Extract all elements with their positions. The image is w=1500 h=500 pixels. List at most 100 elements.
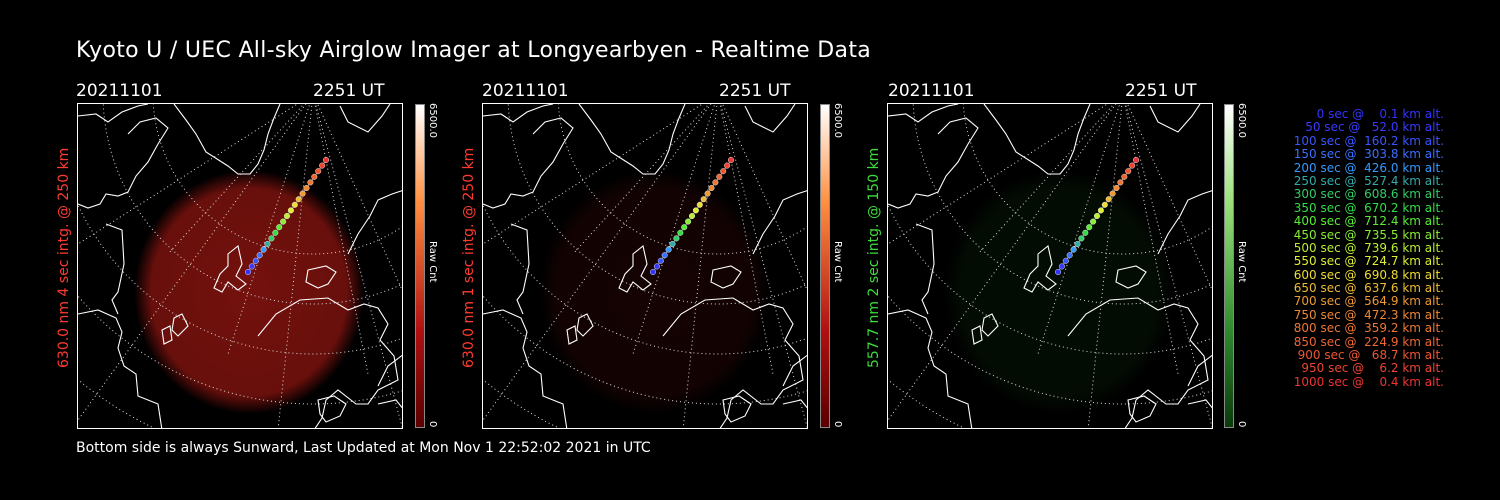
trajectory-point — [244, 268, 251, 275]
panel-2-image — [482, 103, 808, 429]
panel-1-ylabel: 630.0 nm 4 sec intg. @ 250 km — [56, 147, 72, 368]
trajectory-point — [727, 157, 734, 164]
panel-1-colorbar — [415, 104, 425, 428]
trajectory-point — [1109, 190, 1116, 197]
panel-3-ylabel: 557.7 nm 2 sec intg. @ 150 km — [866, 147, 882, 368]
lat-lon-grid — [483, 104, 807, 428]
trajectory — [1054, 157, 1139, 275]
trajectory-point — [280, 218, 287, 225]
trajectory-point — [1054, 268, 1061, 275]
trajectory-point — [268, 235, 275, 242]
trajectory-point — [685, 218, 692, 225]
panel-2-time: 2251 UT — [719, 81, 791, 101]
trajectory-point — [724, 162, 731, 169]
panel-3-colorbar — [1224, 104, 1234, 428]
lat-lon-grid — [78, 104, 402, 428]
legend-item: 250 sec @ 527.4 km alt. — [1289, 173, 1444, 188]
trajectory-point — [276, 224, 283, 231]
trajectory-legend: 0 sec @ 0.1 km alt. 50 sec @ 52.0 km alt… — [1264, 107, 1444, 389]
trajectory-point — [248, 263, 255, 270]
legend-item: 750 sec @ 472.3 km alt. — [1289, 307, 1444, 322]
trajectory-point — [716, 173, 723, 180]
trajectory-point — [1062, 257, 1069, 264]
legend-item: 400 sec @ 712.4 km alt. — [1289, 214, 1444, 229]
legend-item: 450 sec @ 735.5 km alt. — [1289, 227, 1444, 242]
trajectory-point — [692, 207, 699, 214]
airglow-image — [944, 170, 1174, 414]
panel-1-date: 20211101 — [76, 81, 163, 101]
legend-item: 800 sec @ 359.2 km alt. — [1289, 321, 1444, 336]
panel-2-ylabel: 630.0 nm 1 sec intg. @ 250 km — [461, 147, 477, 368]
trajectory-point — [256, 252, 263, 259]
legend-item: 500 sec @ 739.6 km alt. — [1289, 240, 1444, 255]
panel-3-cbar-label: Raw Cnt — [1236, 241, 1247, 283]
lat-lon-grid — [888, 104, 1212, 428]
trajectory-point — [1086, 224, 1093, 231]
legend-item: 550 sec @ 724.7 km alt. — [1289, 254, 1444, 269]
trajectory-point — [1113, 184, 1120, 191]
panel-2-date: 20211101 — [482, 81, 569, 101]
trajectory-point — [673, 235, 680, 242]
trajectory-point — [252, 257, 259, 264]
trajectory-point — [283, 212, 290, 219]
trajectory-point — [295, 196, 302, 203]
trajectory-point — [653, 263, 660, 270]
panel-1-cbar-label: Raw Cnt — [427, 241, 438, 283]
trajectory-point — [287, 207, 294, 214]
legend-item: 600 sec @ 690.8 km alt. — [1289, 267, 1444, 282]
trajectory-point — [649, 268, 656, 275]
trajectory-point — [1082, 229, 1089, 236]
trajectory-point — [1090, 218, 1097, 225]
trajectory-point — [319, 162, 326, 169]
trajectory-point — [1121, 173, 1128, 180]
panel-3-time: 2251 UT — [1125, 81, 1197, 101]
trajectory-point — [657, 257, 664, 264]
trajectory-point — [1074, 240, 1081, 247]
trajectory-point — [1129, 162, 1136, 169]
panel-2-cbar-label: Raw Cnt — [832, 241, 843, 283]
legend-item: 300 sec @ 608.6 km alt. — [1289, 187, 1444, 202]
legend-item: 0 sec @ 0.1 km alt. — [1305, 107, 1444, 121]
panel-2-cbar-min: 0 — [832, 421, 843, 428]
trajectory — [649, 157, 734, 275]
legend-item: 50 sec @ 52.0 km alt. — [1297, 120, 1444, 135]
trajectory-point — [1093, 212, 1100, 219]
trajectory-point — [700, 196, 707, 203]
trajectory-point — [291, 201, 298, 208]
trajectory-point — [696, 201, 703, 208]
trajectory-point — [1066, 252, 1073, 259]
panel-1-cbar-min: 0 — [427, 421, 438, 428]
panel-3-image — [887, 103, 1213, 429]
coastlines — [888, 104, 1212, 428]
trajectory-point — [720, 168, 727, 175]
legend-item: 650 sec @ 637.6 km alt. — [1289, 281, 1444, 296]
trajectory-point — [661, 252, 668, 259]
trajectory-point — [272, 229, 279, 236]
panel-3-cbar-min: 0 — [1236, 421, 1247, 428]
trajectory-point — [1058, 263, 1065, 270]
coastlines — [78, 104, 402, 428]
coastlines — [483, 104, 807, 428]
trajectory-point — [669, 240, 676, 247]
trajectory-point — [681, 224, 688, 231]
trajectory-point — [264, 240, 271, 247]
panel-3-date: 20211101 — [888, 81, 975, 101]
panel-1-time: 2251 UT — [313, 81, 385, 101]
trajectory-point — [665, 246, 672, 253]
panel-3-cbar-max: 6500.0 — [1236, 103, 1247, 138]
trajectory-point — [688, 212, 695, 219]
trajectory-point — [1132, 157, 1139, 164]
trajectory — [244, 157, 329, 275]
trajectory-point — [299, 190, 306, 197]
panel-2-colorbar — [820, 104, 830, 428]
trajectory-point — [677, 229, 684, 236]
trajectory-point — [307, 179, 314, 186]
trajectory-point — [1078, 235, 1085, 242]
trajectory-point — [260, 246, 267, 253]
trajectory-point — [712, 179, 719, 186]
trajectory-point — [311, 173, 318, 180]
legend-item: 900 sec @ 68.7 km alt. — [1293, 348, 1444, 363]
trajectory-point — [704, 190, 711, 197]
airglow-image — [134, 170, 364, 414]
trajectory-point — [1097, 207, 1104, 214]
